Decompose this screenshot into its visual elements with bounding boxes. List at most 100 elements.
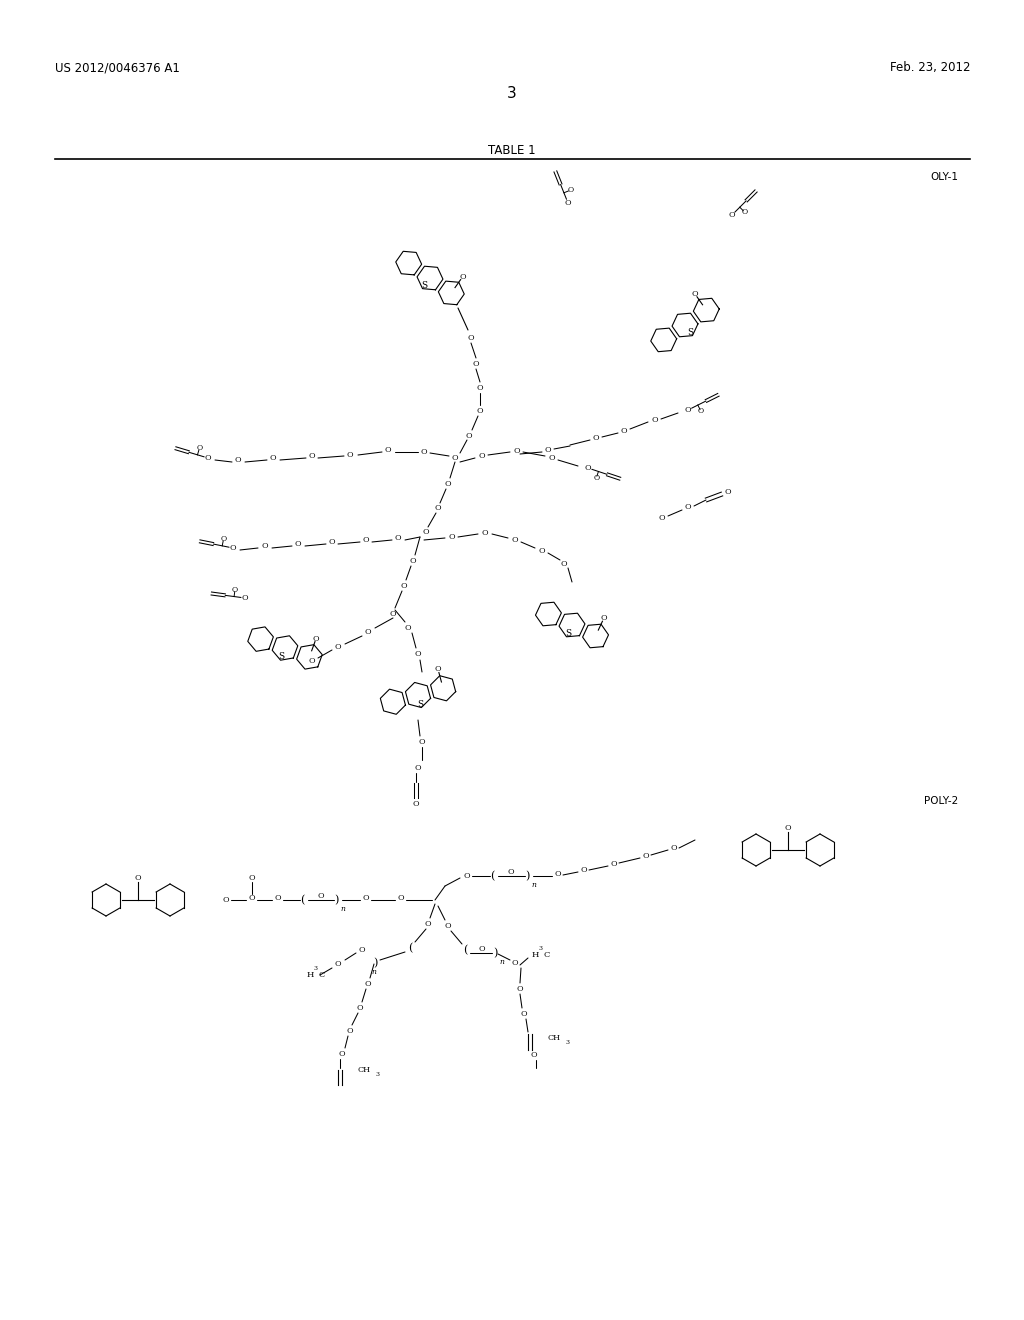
Text: O: O: [530, 1051, 538, 1059]
Text: O: O: [390, 610, 396, 618]
Text: O: O: [295, 540, 301, 548]
Text: O: O: [308, 657, 315, 665]
Text: O: O: [205, 454, 211, 462]
Text: O: O: [329, 539, 335, 546]
Text: O: O: [478, 451, 485, 459]
Text: O: O: [242, 594, 248, 602]
Text: TABLE 1: TABLE 1: [488, 144, 536, 157]
Text: O: O: [473, 360, 479, 368]
Text: O: O: [410, 557, 417, 565]
Text: O: O: [545, 446, 551, 454]
Text: O: O: [671, 843, 677, 851]
Text: O: O: [425, 920, 431, 928]
Text: O: O: [317, 892, 325, 900]
Text: 3: 3: [507, 87, 517, 102]
Text: O: O: [564, 199, 571, 207]
Text: n: n: [340, 906, 345, 913]
Text: C: C: [544, 950, 550, 960]
Text: O: O: [512, 960, 518, 968]
Text: O: O: [512, 536, 518, 544]
Text: ): ): [373, 958, 377, 968]
Text: O: O: [444, 480, 452, 488]
Text: CH: CH: [548, 1034, 561, 1041]
Text: O: O: [508, 869, 514, 876]
Text: O: O: [269, 454, 276, 462]
Text: O: O: [423, 528, 429, 536]
Text: O: O: [741, 209, 748, 216]
Text: O: O: [658, 513, 666, 521]
Text: (: (: [300, 895, 304, 906]
Text: O: O: [335, 643, 341, 651]
Text: O: O: [539, 546, 546, 554]
Text: O: O: [234, 455, 242, 465]
Text: O: O: [232, 586, 239, 594]
Text: O: O: [444, 921, 452, 931]
Text: O: O: [561, 560, 567, 568]
Text: CH: CH: [358, 1067, 371, 1074]
Text: O: O: [365, 628, 372, 636]
Text: (: (: [463, 945, 467, 956]
Text: O: O: [220, 535, 226, 543]
Text: O: O: [362, 536, 370, 544]
Text: O: O: [784, 825, 792, 833]
Text: ): ): [525, 871, 529, 882]
Text: O: O: [520, 1010, 527, 1018]
Text: O: O: [477, 384, 483, 392]
Text: O: O: [274, 894, 282, 902]
Text: O: O: [651, 416, 658, 424]
Text: O: O: [581, 866, 588, 874]
Text: O: O: [434, 504, 441, 512]
Text: S: S: [687, 329, 693, 337]
Text: OLY-1: OLY-1: [930, 172, 958, 182]
Text: O: O: [567, 186, 573, 194]
Text: US 2012/0046376 A1: US 2012/0046376 A1: [55, 62, 180, 74]
Text: O: O: [468, 334, 474, 342]
Text: O: O: [419, 738, 425, 746]
Text: O: O: [404, 624, 412, 632]
Text: O: O: [415, 649, 421, 657]
Text: O: O: [643, 851, 649, 861]
Text: O: O: [197, 444, 203, 453]
Text: O: O: [347, 1027, 353, 1035]
Text: O: O: [229, 544, 237, 552]
Text: O: O: [435, 665, 441, 673]
Text: O: O: [415, 764, 421, 772]
Text: Feb. 23, 2012: Feb. 23, 2012: [890, 62, 970, 74]
Text: S: S: [279, 652, 285, 661]
Text: O: O: [464, 873, 470, 880]
Text: O: O: [621, 426, 628, 436]
Text: O: O: [397, 894, 404, 902]
Text: O: O: [514, 447, 520, 455]
Text: 3: 3: [538, 946, 542, 952]
Text: O: O: [413, 800, 419, 808]
Text: O: O: [729, 211, 735, 219]
Text: O: O: [555, 870, 561, 878]
Text: O: O: [685, 503, 691, 511]
Text: O: O: [452, 454, 459, 462]
Text: O: O: [222, 896, 229, 904]
Text: ): ): [493, 948, 498, 958]
Text: O: O: [478, 945, 485, 953]
Text: O: O: [477, 407, 483, 414]
Text: O: O: [358, 946, 366, 954]
Text: O: O: [312, 635, 319, 643]
Text: O: O: [262, 543, 268, 550]
Text: O: O: [421, 447, 427, 455]
Text: 3: 3: [375, 1072, 379, 1077]
Text: (: (: [489, 871, 495, 882]
Text: O: O: [347, 451, 353, 459]
Text: O: O: [593, 474, 599, 482]
Text: O: O: [593, 434, 599, 442]
Text: H: H: [531, 950, 539, 960]
Text: S: S: [422, 281, 428, 290]
Text: O: O: [249, 874, 255, 882]
Text: (: (: [408, 942, 413, 953]
Text: O: O: [517, 985, 523, 993]
Text: O: O: [610, 861, 617, 869]
Text: O: O: [459, 273, 466, 281]
Text: O: O: [385, 446, 391, 454]
Text: O: O: [585, 465, 591, 473]
Text: S: S: [565, 630, 571, 638]
Text: O: O: [481, 529, 488, 537]
Text: O: O: [449, 533, 456, 541]
